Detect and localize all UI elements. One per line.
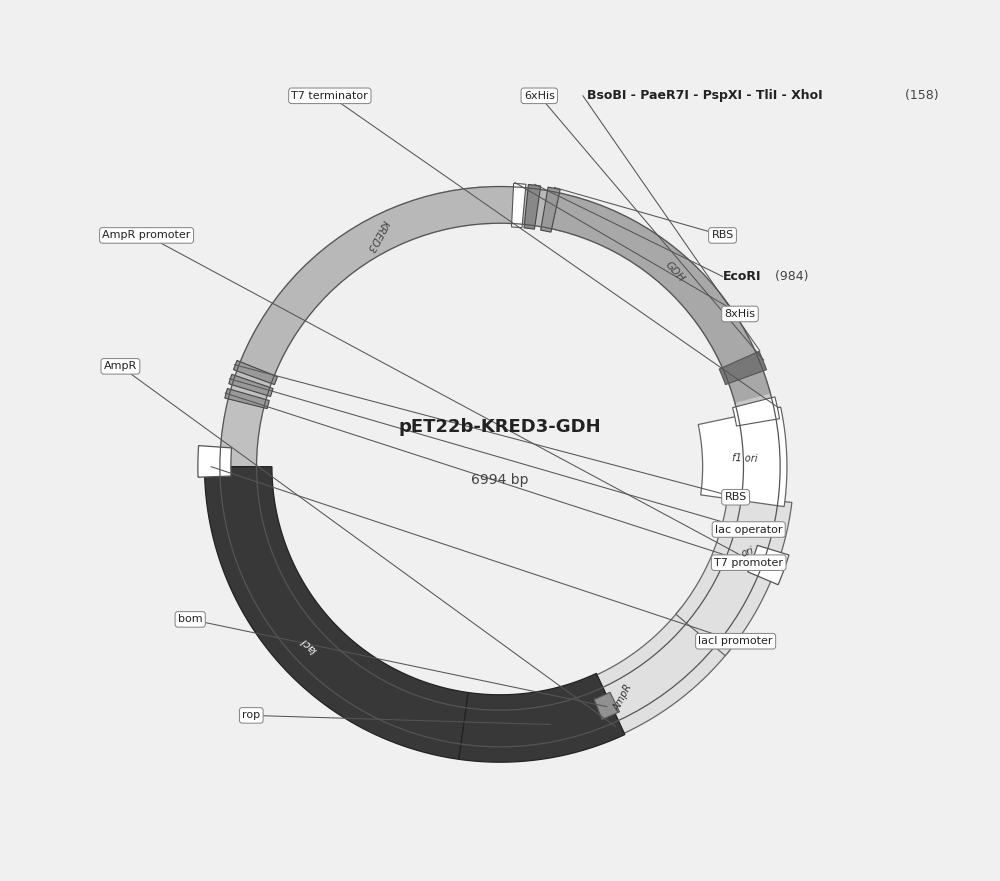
Polygon shape [520,608,732,759]
Text: KRED3: KRED3 [364,218,390,254]
Text: lacI: lacI [299,635,319,655]
Text: GDH: GDH [664,260,687,285]
Wedge shape [225,389,269,409]
Polygon shape [198,446,232,478]
Text: ori: ori [740,545,755,559]
Wedge shape [541,187,560,233]
Wedge shape [220,187,780,747]
Polygon shape [676,494,792,655]
Wedge shape [461,687,618,747]
Wedge shape [687,509,776,647]
Polygon shape [698,407,787,507]
Text: (158): (158) [901,89,939,102]
Wedge shape [521,623,715,745]
Text: (984): (984) [771,270,808,283]
Wedge shape [719,352,767,385]
Wedge shape [229,374,273,396]
Text: BsoBI - PaeR7I - PspXI - TliI - XhoI: BsoBI - PaeR7I - PspXI - TliI - XhoI [587,89,823,102]
Text: lacI promoter: lacI promoter [698,636,773,646]
Text: 6994 bp: 6994 bp [471,473,529,487]
Wedge shape [233,360,277,385]
Text: bom: bom [178,614,203,625]
Text: 6xHis: 6xHis [524,91,555,100]
Text: 8xHis: 8xHis [724,309,755,319]
Text: T7 promoter: T7 promoter [714,558,783,567]
Text: AmpR: AmpR [612,683,634,713]
Wedge shape [542,191,771,403]
Text: f1 ori: f1 ori [732,453,758,463]
Wedge shape [240,187,549,375]
Wedge shape [735,394,780,515]
Wedge shape [733,396,780,426]
Wedge shape [512,183,526,227]
Wedge shape [220,467,466,744]
Polygon shape [459,673,625,762]
Text: rop: rop [242,710,260,721]
Text: T7 terminator: T7 terminator [291,91,368,100]
Text: EcoRI: EcoRI [723,270,761,283]
Text: RBS: RBS [711,231,734,241]
Text: lac operator: lac operator [715,524,782,535]
Polygon shape [748,545,789,585]
Text: AmpR promoter: AmpR promoter [102,231,191,241]
Text: RBS: RBS [724,492,747,502]
Polygon shape [204,467,468,759]
Text: pET22b-KRED3-GDH: pET22b-KRED3-GDH [399,418,601,436]
Text: AmpR: AmpR [104,361,137,371]
Wedge shape [594,692,620,720]
Wedge shape [524,184,541,229]
